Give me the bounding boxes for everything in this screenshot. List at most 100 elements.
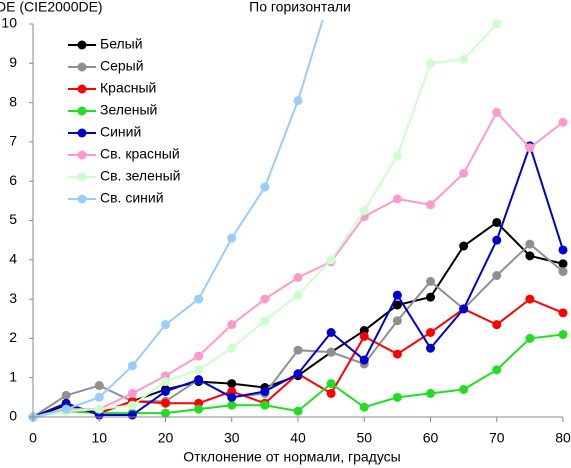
data-point [227, 392, 237, 402]
data-point [392, 349, 402, 359]
legend-marker [77, 84, 87, 94]
data-point [94, 392, 104, 402]
data-point [558, 329, 568, 339]
x-tick-label: 40 [290, 430, 306, 446]
data-point [426, 58, 435, 68]
data-point [293, 96, 303, 106]
data-point [260, 294, 270, 304]
data-point [392, 194, 402, 204]
data-point [161, 386, 170, 396]
data-point [558, 267, 568, 277]
data-point [392, 290, 402, 300]
legend-label: Белый [100, 36, 143, 52]
legend-marker [77, 172, 87, 182]
data-point [359, 355, 369, 365]
data-point [426, 292, 435, 302]
data-point [194, 365, 204, 375]
x-tick-label: 60 [423, 430, 439, 446]
y-tick-label: 10 [1, 15, 17, 31]
data-point [293, 272, 303, 282]
data-point [426, 388, 435, 398]
data-point [94, 381, 104, 391]
data-point [293, 345, 303, 355]
data-point [61, 404, 71, 414]
y-tick-label: 1 [9, 368, 17, 384]
data-point [161, 320, 170, 330]
data-point [161, 408, 170, 418]
data-point [459, 54, 469, 64]
data-point [492, 320, 502, 330]
data-point [459, 168, 469, 178]
data-point [326, 388, 336, 398]
series-line [32, 20, 324, 418]
legend-label: Св. красный [100, 146, 180, 162]
data-point [426, 276, 435, 286]
y-tick-label: 6 [9, 172, 17, 188]
data-point [525, 294, 535, 304]
series-line [32, 297, 564, 418]
data-point [326, 379, 336, 389]
y-tick-label: 4 [9, 251, 17, 267]
data-point [459, 241, 469, 251]
data-point [492, 20, 502, 29]
data-point [525, 333, 535, 343]
data-point [459, 304, 469, 314]
data-point [227, 233, 237, 243]
data-point [426, 200, 435, 210]
legend-label: Синий [100, 124, 141, 140]
x-axis-label: Отклонение от нормали, градусы [183, 449, 400, 465]
y-tick-label: 0 [9, 408, 17, 424]
data-point [326, 328, 336, 338]
series-line [32, 221, 564, 418]
data-point [194, 375, 204, 385]
data-point [227, 320, 237, 330]
data-point [492, 365, 502, 375]
data-point [426, 328, 435, 338]
y-tick-label: 9 [9, 54, 17, 70]
data-point [359, 331, 369, 341]
data-point [260, 316, 270, 326]
legend-label: Зеленый [100, 102, 157, 118]
data-point [492, 107, 502, 117]
data-point [127, 388, 137, 398]
chart-title: По горизонтали [249, 0, 351, 15]
legend-marker [77, 106, 87, 116]
data-point [492, 235, 502, 245]
data-point [194, 294, 204, 304]
data-point [525, 239, 535, 249]
data-point [127, 400, 137, 410]
data-point [260, 400, 270, 410]
x-tick-label: 70 [489, 430, 505, 446]
data-point [161, 398, 170, 408]
y-axis-label: DE (CIE2000DE) [0, 0, 103, 15]
data-point [94, 404, 104, 414]
y-tick-label: 5 [9, 211, 17, 227]
data-point [260, 386, 270, 396]
data-point [194, 351, 204, 361]
data-point [558, 117, 568, 127]
data-point [492, 271, 502, 281]
data-point [558, 308, 568, 318]
y-tick-label: 8 [9, 93, 17, 109]
legend-marker [77, 62, 87, 72]
data-point [525, 251, 535, 261]
legend-label: Красный [100, 80, 156, 96]
legend-marker [77, 128, 87, 138]
data-point [392, 392, 402, 402]
data-point [127, 361, 137, 371]
data-point [227, 400, 237, 410]
data-point [326, 255, 336, 265]
x-tick-label: 30 [224, 430, 240, 446]
data-point [293, 290, 303, 300]
x-tick-label: 80 [555, 430, 571, 446]
data-point [293, 369, 303, 379]
x-tick-label: 20 [158, 430, 174, 446]
data-point [392, 300, 402, 310]
y-tick-label: 3 [9, 290, 17, 306]
legend-label: Серый [100, 58, 144, 74]
data-point [525, 143, 535, 153]
data-point [326, 347, 336, 357]
data-point [227, 343, 237, 353]
data-point [492, 217, 502, 227]
